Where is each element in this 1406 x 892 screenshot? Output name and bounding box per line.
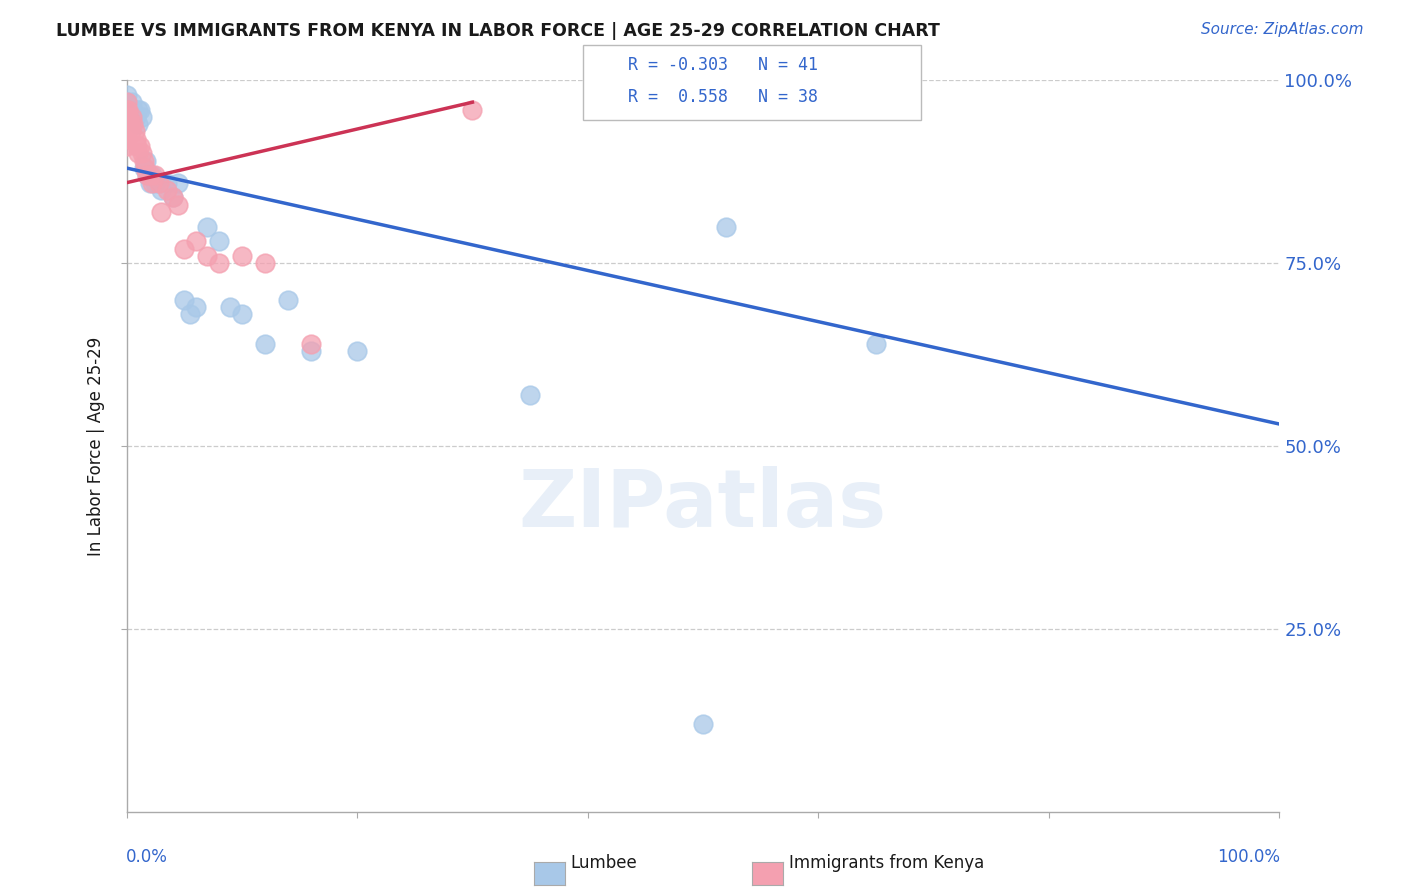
Point [150,205,173,219]
Point [231,307,253,321]
Point [156,176,179,190]
Point [132,161,155,175]
Point [231,249,253,263]
Text: Immigrants from Kenya: Immigrants from Kenya [789,855,984,872]
Point [156,183,179,197]
Point [125,132,148,146]
Point [299,336,322,351]
Point [120,110,142,124]
Text: ZIPatlas: ZIPatlas [519,466,887,543]
Point [125,139,148,153]
Point [115,110,138,124]
Point [127,103,149,117]
Point [184,300,207,314]
Text: Lumbee: Lumbee [571,855,637,872]
Point [129,139,152,153]
Text: LUMBEE VS IMMIGRANTS FROM KENYA IN LABOR FORCE | AGE 25-29 CORRELATION CHART: LUMBEE VS IMMIGRANTS FROM KENYA IN LABOR… [56,22,941,40]
Point [184,234,207,248]
Point [127,146,149,161]
Point [167,197,190,211]
Point [145,169,166,183]
Point [132,153,155,168]
Text: R = -0.303   N = 41: R = -0.303 N = 41 [628,56,818,74]
Point [120,124,142,138]
Point [865,336,887,351]
Point [122,103,145,117]
Point [145,176,166,190]
Point [692,717,714,731]
Point [219,300,242,314]
Point [118,117,141,131]
Point [253,256,276,270]
Point [121,95,143,110]
Point [131,110,153,124]
Point [195,219,218,234]
Point [253,336,276,351]
Point [115,95,138,110]
Point [115,103,138,117]
Point [346,343,368,358]
Point [208,234,231,248]
Point [141,176,163,190]
Point [129,103,152,117]
Text: Source: ZipAtlas.com: Source: ZipAtlas.com [1201,22,1364,37]
Point [121,110,143,124]
Text: 0.0%: 0.0% [125,848,167,866]
Point [115,103,138,117]
Point [162,190,184,204]
Point [115,95,138,110]
Point [115,139,138,153]
Point [173,293,195,307]
Point [195,249,218,263]
Point [115,87,138,102]
Point [118,110,141,124]
Point [138,176,160,190]
Point [148,176,170,190]
Y-axis label: In Labor Force | Age 25-29: In Labor Force | Age 25-29 [87,336,105,556]
Point [461,103,484,117]
Point [134,161,156,175]
Point [125,110,148,124]
Point [115,132,138,146]
Point [167,176,190,190]
Point [115,110,138,124]
Text: R =  0.558   N = 38: R = 0.558 N = 38 [628,88,818,106]
Point [148,176,170,190]
Point [277,293,299,307]
Point [519,388,541,402]
Point [208,256,231,270]
Point [162,190,184,204]
Point [179,307,201,321]
Point [117,103,139,117]
Point [115,117,138,131]
Point [138,169,160,183]
Point [124,124,146,138]
Point [131,146,153,161]
Point [136,169,159,183]
Point [714,219,737,234]
Point [122,117,145,131]
Point [299,343,322,358]
Point [115,124,138,138]
Point [115,103,138,117]
Text: 100.0%: 100.0% [1218,848,1281,866]
Point [118,103,141,117]
Point [150,183,173,197]
Point [115,95,138,110]
Point [136,169,159,183]
Point [127,117,149,131]
Point [135,153,157,168]
Point [173,242,195,256]
Point [141,169,163,183]
